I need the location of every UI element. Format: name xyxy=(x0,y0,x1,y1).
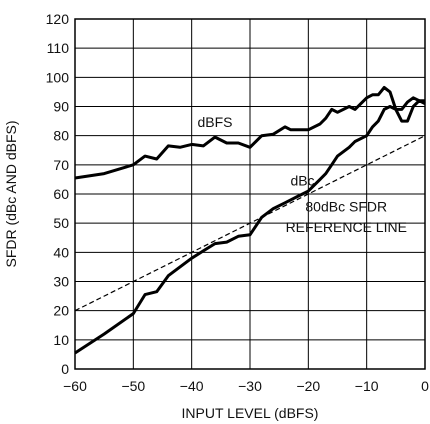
y-tick-label: 120 xyxy=(46,11,70,27)
annotation-label: dBc xyxy=(290,172,314,188)
y-tick-label: 40 xyxy=(53,244,69,260)
annotation-label: REFERENCE LINE xyxy=(286,219,407,235)
x-axis-label: INPUT LEVEL (dBFS) xyxy=(182,405,319,421)
series-80dbc-sfdr-reference-line xyxy=(74,135,426,312)
x-tick-label: −50 xyxy=(121,378,145,394)
annotation-label: 80dBc SFDR xyxy=(305,199,387,215)
y-tick-label: 70 xyxy=(53,157,69,173)
y-tick-label: 10 xyxy=(53,332,69,348)
y-tick-label: 50 xyxy=(53,215,69,231)
y-tick-label: 80 xyxy=(53,128,69,144)
y-tick-label: 30 xyxy=(53,274,69,290)
y-tick-label: 20 xyxy=(53,303,69,319)
series-layer xyxy=(74,86,426,355)
annotations: dBFS dBc 80dBc SFDR REFERENCE LINE xyxy=(197,114,406,235)
y-tick-label: 100 xyxy=(46,69,70,85)
y-tick-label: 60 xyxy=(53,186,69,202)
series-dbfs xyxy=(74,86,425,180)
x-tick-label: −60 xyxy=(63,378,87,394)
tick-labels: −60 −50 −40 −30 −20 −10 0 0 10 20 30 40 50 60 70 80 90 10… xyxy=(46,11,429,394)
x-tick-label: −20 xyxy=(296,378,320,394)
series-dbc xyxy=(74,99,426,355)
y-tick-label: 90 xyxy=(53,99,69,115)
x-tick-label: −40 xyxy=(180,378,204,394)
x-tick-label: −10 xyxy=(355,378,379,394)
x-tick-label: 0 xyxy=(421,378,429,394)
annotation-label: dBFS xyxy=(197,114,232,130)
plot-frame xyxy=(74,18,426,370)
y-axis-label: SFDR (dBc AND dBFS) xyxy=(3,120,19,267)
y-tick-label: 110 xyxy=(47,40,70,56)
x-tick-label: −30 xyxy=(238,378,262,394)
y-tick-label: 0 xyxy=(61,361,69,377)
